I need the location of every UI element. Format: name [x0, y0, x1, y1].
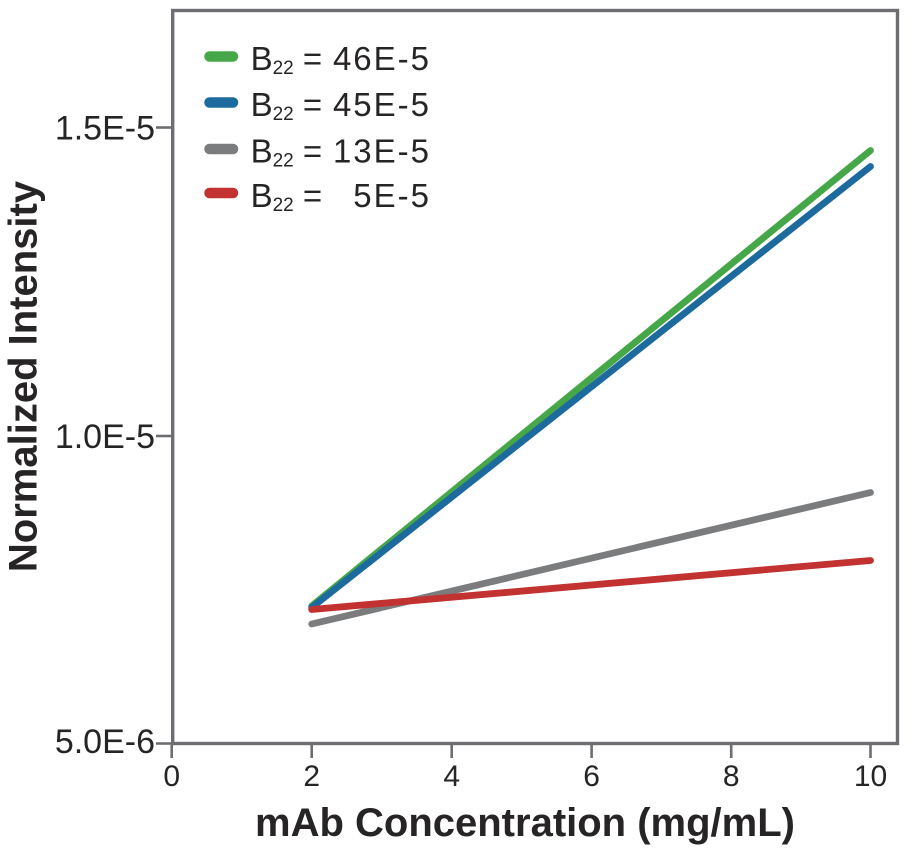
svg-text:Normalized Intensity: Normalized Intensity	[2, 180, 46, 572]
svg-text:1.5E-5: 1.5E-5	[55, 110, 155, 148]
svg-text:13E-5: 13E-5	[333, 133, 431, 170]
svg-text:45E-5: 45E-5	[333, 86, 431, 123]
svg-text:5E-5: 5E-5	[353, 177, 431, 214]
svg-text:10: 10	[854, 760, 887, 793]
svg-text:B22 =: B22 =	[251, 133, 323, 172]
svg-text:mAb Concentration (mg/mL): mAb Concentration (mg/mL)	[255, 801, 795, 845]
svg-text:2: 2	[303, 760, 320, 793]
svg-text:B22 =: B22 =	[251, 40, 323, 79]
svg-text:8: 8	[723, 760, 740, 793]
svg-text:1.0E-5: 1.0E-5	[55, 418, 155, 456]
svg-text:0: 0	[163, 760, 180, 793]
svg-text:46E-5: 46E-5	[333, 40, 431, 77]
svg-text:5.0E-6: 5.0E-6	[55, 723, 155, 761]
svg-text:B22 =: B22 =	[251, 177, 323, 216]
svg-text:B22 =: B22 =	[251, 86, 323, 125]
svg-text:4: 4	[443, 760, 460, 793]
svg-text:6: 6	[583, 760, 600, 793]
